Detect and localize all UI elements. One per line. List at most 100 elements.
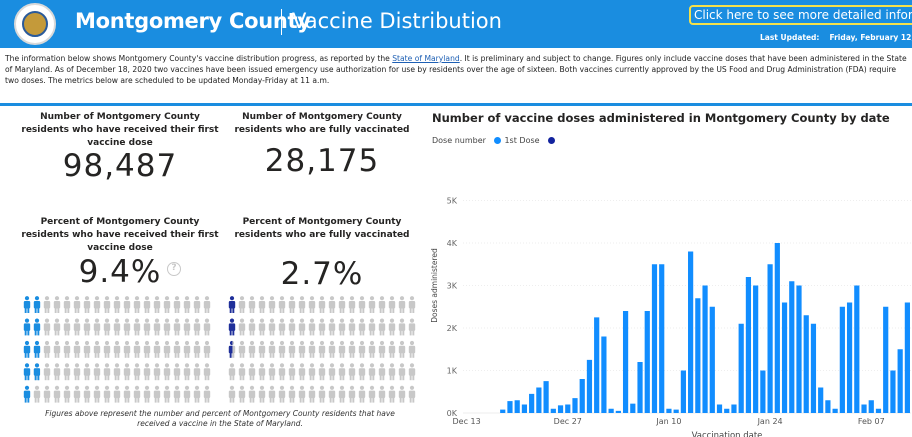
- bar-1st-dose[interactable]: [659, 264, 665, 413]
- bar-1st-dose[interactable]: [846, 302, 853, 414]
- bar-1st-dose[interactable]: [803, 315, 809, 413]
- bar-1st-dose[interactable]: [789, 281, 795, 413]
- person-icon: [123, 363, 131, 381]
- bar-1st-dose[interactable]: [702, 285, 708, 414]
- more-info-link[interactable]: Click here to see more detailed informat…: [689, 5, 912, 25]
- bar-1st-dose[interactable]: [500, 409, 506, 413]
- legend-item-1st-dose[interactable]: 1st Dose: [494, 136, 540, 145]
- bar-1st-dose[interactable]: [543, 381, 549, 413]
- bar-1st-dose[interactable]: [529, 393, 535, 413]
- bar-1st-dose[interactable]: [897, 349, 903, 413]
- person-icon: [133, 363, 141, 381]
- person-icon: [183, 340, 191, 358]
- person-icon: [288, 340, 296, 358]
- person-icon: [398, 318, 406, 336]
- bar-1st-dose[interactable]: [883, 306, 889, 413]
- bar-1st-dose[interactable]: [818, 387, 824, 414]
- bar-1st-dose[interactable]: [637, 362, 643, 413]
- bar-1st-dose[interactable]: [608, 408, 614, 413]
- bar-1st-dose[interactable]: [579, 379, 585, 413]
- bar-1st-dose[interactable]: [586, 359, 593, 413]
- bar-1st-dose[interactable]: [688, 251, 694, 414]
- person-icon: [133, 340, 141, 358]
- help-icon[interactable]: ?: [167, 262, 181, 276]
- bar-1st-dose[interactable]: [825, 400, 831, 413]
- person-icon: [173, 385, 181, 403]
- person-icon: [258, 296, 266, 313]
- person-icon: [348, 363, 356, 381]
- person-icon: [33, 340, 41, 358]
- legend-item-2nd-dose[interactable]: [548, 136, 558, 145]
- person-icon: [398, 363, 406, 381]
- person-icon: [378, 318, 386, 336]
- person-icon: [73, 340, 81, 358]
- person-icon: [388, 296, 396, 313]
- bar-1st-dose[interactable]: [630, 403, 636, 413]
- bar-1st-dose[interactable]: [572, 398, 578, 413]
- bar-1st-dose[interactable]: [868, 400, 874, 413]
- person-icon: [358, 363, 366, 381]
- bar-1st-dose[interactable]: [622, 311, 629, 413]
- bar-1st-dose[interactable]: [557, 405, 564, 413]
- person-icon: [298, 340, 306, 358]
- bar-1st-dose[interactable]: [536, 387, 542, 414]
- bar-1st-dose[interactable]: [709, 306, 715, 413]
- bar-1st-dose[interactable]: [904, 302, 910, 414]
- person-icon: [93, 340, 101, 358]
- bar-1st-dose[interactable]: [673, 409, 679, 413]
- bar-1st-dose[interactable]: [695, 298, 701, 413]
- y-tick-label: 2K: [447, 324, 458, 333]
- x-tick-label: Dec 27: [554, 417, 582, 426]
- bar-1st-dose[interactable]: [651, 264, 658, 413]
- bar-1st-dose[interactable]: [594, 317, 600, 413]
- bar-1st-dose[interactable]: [781, 302, 788, 414]
- bar-1st-dose[interactable]: [875, 408, 882, 413]
- person-icon: [378, 385, 386, 403]
- person-icon: [348, 385, 356, 403]
- bar-1st-dose[interactable]: [796, 285, 802, 414]
- bar-1st-dose[interactable]: [745, 277, 752, 413]
- person-icon: [33, 385, 41, 403]
- person-icon: [228, 296, 236, 313]
- person-icon: [408, 296, 416, 313]
- pictogram-first-dose: [23, 296, 211, 403]
- doses-bar-chart: 0K 1K 2K 3K 4K 5K Doses administered Dec 13 Dec …: [430, 197, 911, 437]
- bar-1st-dose[interactable]: [565, 404, 571, 414]
- bar-1st-dose[interactable]: [507, 401, 513, 413]
- bar-1st-dose[interactable]: [832, 408, 838, 413]
- person-icon: [358, 385, 366, 403]
- bar-1st-dose[interactable]: [767, 264, 773, 413]
- bar-1st-dose[interactable]: [774, 243, 780, 413]
- bar-1st-dose[interactable]: [680, 370, 686, 414]
- bar-1st-dose[interactable]: [724, 408, 730, 413]
- bar-1st-dose[interactable]: [521, 404, 528, 414]
- y-tick-label: 1K: [447, 367, 458, 376]
- bar-1st-dose[interactable]: [760, 370, 766, 414]
- person-icon: [248, 363, 256, 381]
- bar-1st-dose[interactable]: [644, 311, 650, 413]
- bar-1st-dose[interactable]: [861, 404, 867, 414]
- person-icon: [258, 340, 266, 358]
- bar-1st-dose[interactable]: [731, 404, 737, 414]
- person-icon: [153, 318, 161, 336]
- bar-1st-dose[interactable]: [810, 323, 817, 413]
- bar-1st-dose[interactable]: [753, 285, 759, 414]
- bar-1st-dose[interactable]: [890, 370, 896, 414]
- bar-1st-dose[interactable]: [738, 323, 744, 413]
- person-icon: [123, 385, 131, 403]
- bar-1st-dose[interactable]: [550, 408, 556, 413]
- bar-1st-dose[interactable]: [716, 404, 723, 414]
- bar-1st-dose[interactable]: [601, 336, 607, 414]
- bar-1st-dose[interactable]: [615, 410, 621, 413]
- bar-1st-dose[interactable]: [514, 400, 520, 413]
- person-icon: [203, 296, 211, 313]
- person-icon: [93, 363, 101, 381]
- person-icon: [318, 318, 326, 336]
- state-of-maryland-link[interactable]: State of Maryland: [392, 54, 460, 63]
- bar-1st-dose[interactable]: [839, 306, 845, 413]
- bar-1st-dose[interactable]: [666, 408, 672, 413]
- person-icon: [153, 363, 161, 381]
- person-icon: [308, 385, 316, 403]
- person-icon: [278, 296, 286, 313]
- bar-1st-dose[interactable]: [854, 285, 860, 414]
